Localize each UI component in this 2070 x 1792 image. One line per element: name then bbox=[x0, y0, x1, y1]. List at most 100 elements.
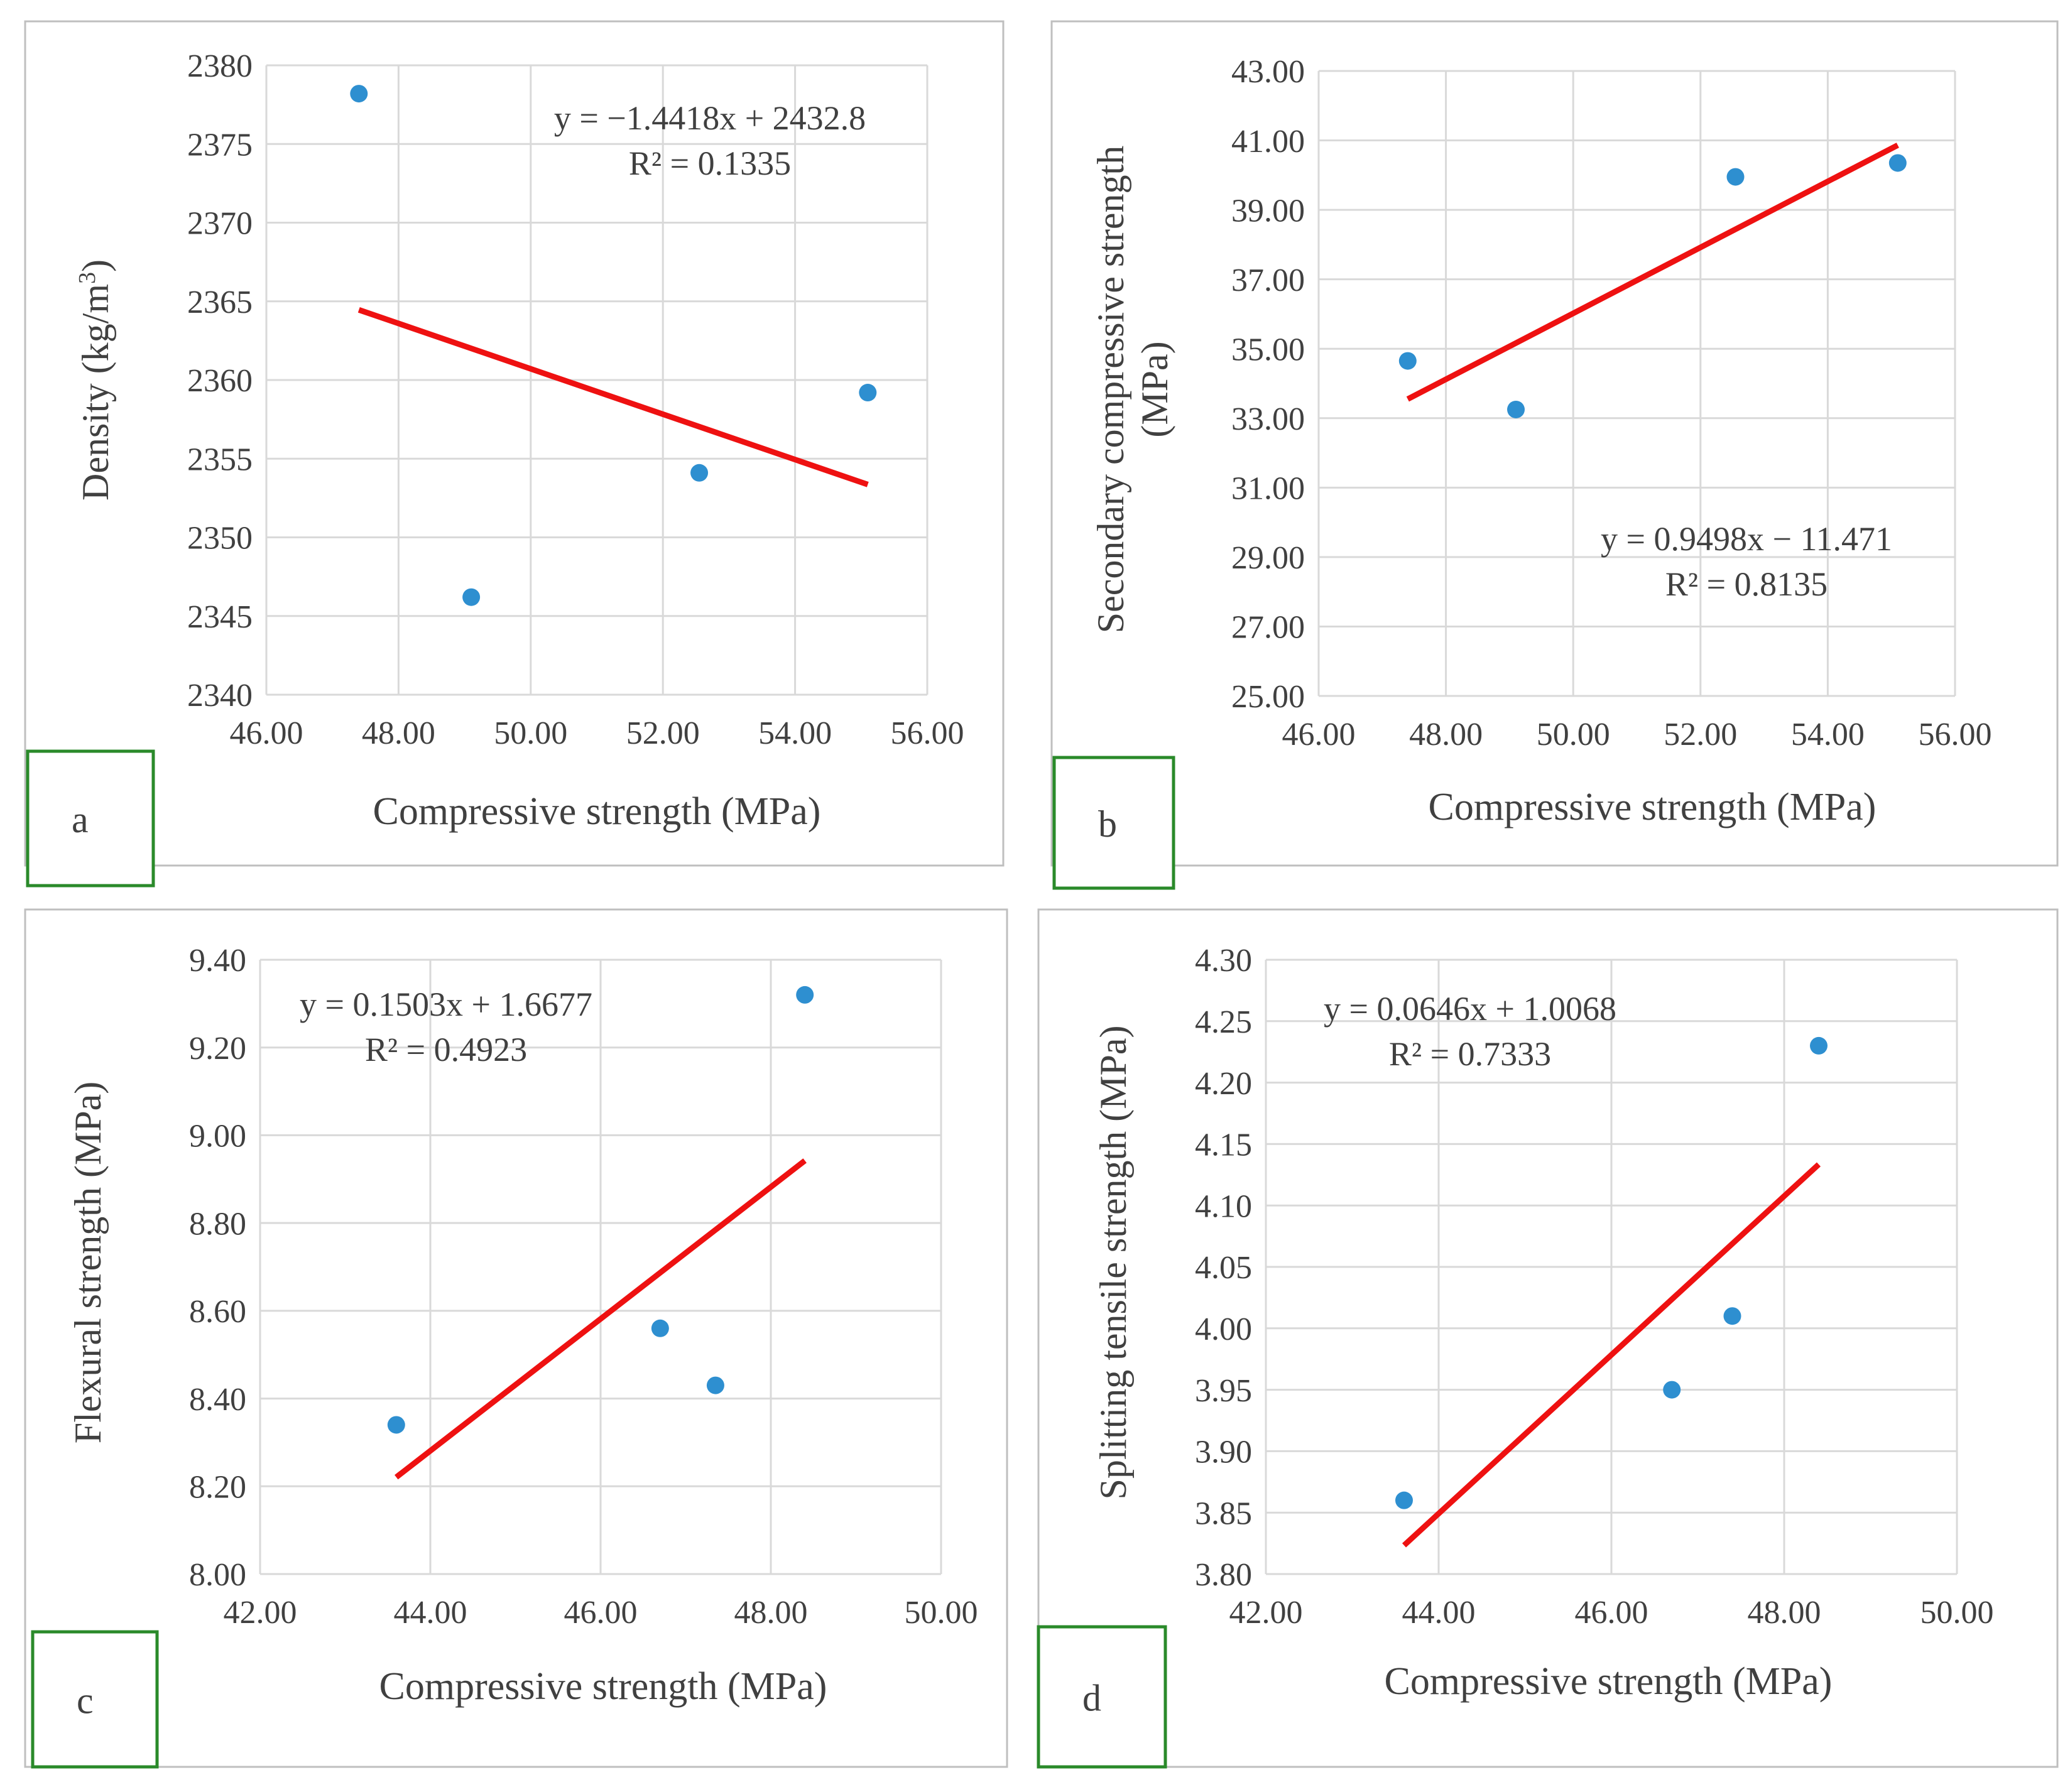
x-tick-label: 54.00 bbox=[1791, 717, 1865, 752]
y-tick-label: 3.85 bbox=[1195, 1496, 1252, 1531]
y-tick-label: 8.00 bbox=[189, 1557, 246, 1593]
data-point bbox=[1395, 1491, 1413, 1509]
y-tick-label: 39.00 bbox=[1231, 193, 1305, 229]
y-tick-label: 8.40 bbox=[189, 1382, 246, 1418]
y-tick-label: 4.05 bbox=[1195, 1250, 1252, 1286]
y-tick-label: 2370 bbox=[187, 206, 253, 242]
y-axis-title: Secondary compressive strength(MPa) bbox=[1090, 146, 1175, 633]
x-axis-title: Compressive strength (MPa) bbox=[373, 790, 821, 833]
chart-panel-d: 3.80 3.85 3.90 3.95 4.00 4.05 4.10 4.15 4.20 4.25… bbox=[1037, 908, 2059, 1769]
data-point bbox=[690, 464, 709, 482]
y-tick-label: 8.80 bbox=[189, 1206, 246, 1242]
y-tick-label: 29.00 bbox=[1231, 540, 1305, 576]
y-axis-title-line: (MPa) bbox=[1134, 341, 1175, 437]
data-point bbox=[1663, 1381, 1681, 1399]
x-tick-label: 52.00 bbox=[1664, 717, 1737, 752]
data-point bbox=[1723, 1307, 1741, 1325]
x-tick-label: 48.00 bbox=[362, 715, 435, 751]
y-axis-title: Density (kg/m3) bbox=[74, 259, 116, 501]
x-tick-label: 52.00 bbox=[626, 715, 700, 751]
y-tick-label: 4.30 bbox=[1195, 943, 1252, 979]
y-tick-label: 43.00 bbox=[1231, 54, 1305, 90]
y-tick-label: 2375 bbox=[187, 127, 253, 163]
y-axis-title-part: Density (kg/m bbox=[75, 284, 116, 501]
r-squared-label: R² = 0.4923 bbox=[365, 1031, 527, 1068]
panel-label: b bbox=[1098, 803, 1117, 845]
data-point bbox=[796, 986, 814, 1004]
panel-label: a bbox=[72, 799, 89, 840]
y-tick-label: 9.00 bbox=[189, 1119, 246, 1154]
y-tick-label: 2360 bbox=[187, 363, 253, 399]
trendline bbox=[357, 307, 869, 487]
data-point bbox=[1810, 1036, 1828, 1055]
y-tick-label: 33.00 bbox=[1231, 401, 1305, 437]
data-point bbox=[1398, 352, 1417, 370]
x-tick-label: 50.00 bbox=[1920, 1595, 1994, 1631]
trendline-equation: y = 0.0646x + 1.0068 bbox=[1324, 990, 1616, 1028]
data-point bbox=[462, 588, 481, 606]
y-tick-label: 2340 bbox=[187, 678, 253, 714]
data-point bbox=[350, 85, 368, 103]
y-tick-label: 4.20 bbox=[1195, 1066, 1252, 1102]
trendline bbox=[1402, 1162, 1821, 1548]
trendline-equation: y = 0.9498x − 11.471 bbox=[1601, 520, 1892, 558]
y-tick-label: 8.20 bbox=[189, 1469, 246, 1505]
y-tick-label: 9.40 bbox=[189, 943, 246, 979]
data-point bbox=[1507, 400, 1525, 418]
data-point bbox=[1726, 168, 1745, 186]
data-point bbox=[651, 1319, 669, 1337]
x-tick-label: 48.00 bbox=[734, 1595, 808, 1631]
y-tick-label: 3.90 bbox=[1195, 1435, 1252, 1470]
y-tick-label: 3.95 bbox=[1195, 1373, 1252, 1409]
x-tick-label: 46.00 bbox=[230, 715, 303, 751]
y-tick-label: 25.00 bbox=[1231, 679, 1305, 715]
y-axis-title-superscript: 3 bbox=[74, 272, 101, 284]
x-tick-label: 50.00 bbox=[494, 715, 567, 751]
data-point bbox=[706, 1376, 724, 1394]
trendline-equation: y = 0.1503x + 1.6677 bbox=[300, 986, 592, 1023]
chart-frame bbox=[24, 908, 1008, 1768]
x-tick-label: 48.00 bbox=[1748, 1595, 1821, 1631]
chart-panel-a: 2340 2345 2350 2355 2360 2365 2370 2375 2380 46.0… bbox=[24, 20, 1005, 888]
y-axis-title: Splitting tensile strength (MPa) bbox=[1092, 1026, 1134, 1500]
r-squared-label: R² = 0.7333 bbox=[1389, 1035, 1551, 1073]
y-axis-title-line: Splitting tensile strength (MPa) bbox=[1092, 1026, 1134, 1500]
x-axis-title: Compressive strength (MPa) bbox=[1429, 786, 1877, 828]
y-axis-title-line: Flexural strength (MPa) bbox=[67, 1082, 109, 1444]
panel-label-box bbox=[1052, 756, 1175, 890]
x-tick-label: 50.00 bbox=[1537, 717, 1610, 752]
x-axis-title: Compressive strength (MPa) bbox=[1385, 1660, 1833, 1703]
y-axis-title-part: ) bbox=[75, 259, 116, 272]
x-tick-label: 46.00 bbox=[1575, 1595, 1648, 1631]
x-tick-label: 54.00 bbox=[758, 715, 832, 751]
r-squared-label: R² = 0.8135 bbox=[1665, 565, 1828, 603]
chart-panel-b: 25.00 27.00 29.00 31.00 33.00 35.00 37.00 39.00… bbox=[1050, 20, 2059, 890]
data-point bbox=[1888, 154, 1907, 172]
panel-label-box bbox=[31, 1630, 159, 1769]
y-tick-label: 2365 bbox=[187, 285, 253, 320]
y-axis-title: Flexural strength (MPa) bbox=[67, 1082, 109, 1444]
panel-label-box bbox=[26, 749, 155, 888]
data-point bbox=[387, 1416, 405, 1434]
r-squared-label: R² = 0.1335 bbox=[629, 144, 791, 182]
x-tick-label: 42.00 bbox=[1229, 1595, 1303, 1631]
y-tick-label: 31.00 bbox=[1231, 471, 1305, 507]
trendline-equation: y = −1.4418x + 2432.8 bbox=[554, 99, 866, 137]
chart-frame bbox=[24, 20, 1005, 867]
x-tick-label: 48.00 bbox=[1409, 717, 1483, 752]
y-tick-label: 2355 bbox=[187, 442, 253, 477]
x-tick-label: 44.00 bbox=[1402, 1595, 1476, 1631]
panel-label-box bbox=[1037, 1625, 1167, 1769]
y-tick-label: 2345 bbox=[187, 599, 253, 635]
y-axis-title-line: Secondary compressive strength bbox=[1090, 146, 1131, 633]
y-tick-label: 37.00 bbox=[1231, 263, 1305, 298]
x-axis-title: Compressive strength (MPa) bbox=[379, 1665, 827, 1708]
y-tick-label: 2350 bbox=[187, 521, 253, 557]
y-tick-label: 2380 bbox=[187, 48, 253, 84]
y-tick-label: 9.20 bbox=[189, 1031, 246, 1067]
x-tick-label: 46.00 bbox=[564, 1595, 638, 1631]
chart-frame bbox=[1037, 908, 2059, 1768]
y-tick-label: 41.00 bbox=[1231, 124, 1305, 160]
chart-panel-c: 8.00 8.20 8.40 8.60 8.80 9.00 9.20 9.40 42.00 44.… bbox=[24, 908, 1008, 1769]
